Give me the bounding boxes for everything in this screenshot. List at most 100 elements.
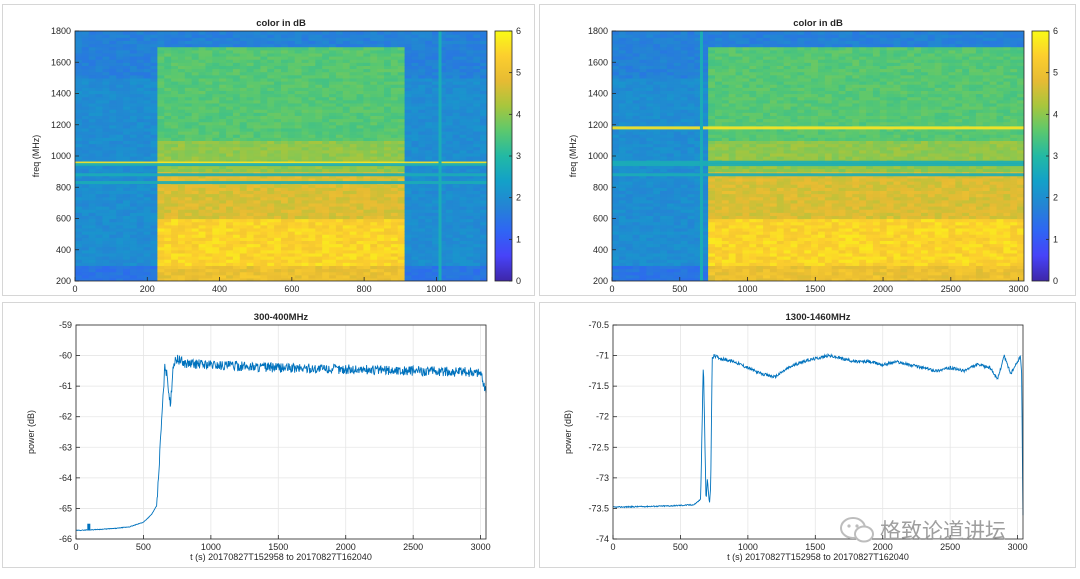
heatmap-cell [281,243,289,248]
heatmap-cell [164,196,172,201]
heatmap-cell [404,209,413,213]
heatmap-cell [253,224,261,229]
heatmap-cell [239,146,248,151]
heatmap-cell [150,159,158,163]
heatmap-cell [184,159,193,163]
heatmap-cell [253,109,261,113]
heatmap-cell [219,193,227,198]
heatmap-cell [356,212,364,216]
heatmap-cell [198,49,207,54]
heatmap-cell [184,252,193,257]
heatmap-cell [397,262,406,266]
heatmap-cell [191,224,200,229]
heatmap-cell [205,243,213,248]
heatmap-cell [342,127,351,132]
heatmap-cell [377,59,385,63]
heatmap-cell [363,34,371,38]
heatmap-cell [370,159,378,163]
heatmap-cell [191,90,200,95]
heatmap-cell [308,59,316,63]
heatmap-cell [123,202,131,207]
heatmap-cell [301,256,310,260]
heatmap-cell [411,221,419,226]
heatmap-cell [473,240,481,245]
heatmap-cell [370,131,378,135]
heatmap-cell [301,252,310,257]
heatmap-cell [274,131,282,135]
heatmap-cell [612,237,620,241]
heatmap-cell [612,134,620,138]
heatmap-cell [253,156,261,160]
heatmap-cell [232,143,241,148]
heatmap-cell [301,49,310,54]
heatmap-cell [219,259,227,263]
heatmap-cell [287,224,296,229]
heatmap-cell [184,77,193,82]
heatmap-cell [377,168,385,173]
heatmap-cell [363,31,371,35]
heatmap-cell [349,246,358,251]
heatmap-cell [342,68,351,73]
heatmap-cell [178,118,186,123]
heatmap-cell [191,159,200,163]
heatmap-cell [191,243,200,248]
heatmap-cell [246,196,255,201]
heatmap-cell [480,37,487,41]
heatmap-cell [425,77,433,82]
heatmap-cell [88,146,97,151]
heatmap-cell [404,252,413,257]
heatmap-cell [390,146,399,151]
heatmap-cell [246,84,255,88]
heatmap-cell [102,71,110,76]
heatmap-cell [425,62,433,66]
heatmap-cell [75,106,83,110]
heatmap-cell [219,209,227,213]
heatmap-cell [136,49,145,54]
heatmap-cell [102,234,110,238]
heatmap-cell [370,271,378,276]
heatmap-cell [411,209,419,213]
heatmap-cell [322,227,330,232]
heatmap-cell [356,77,364,82]
heatmap-cell [267,49,275,54]
heatmap-cell [150,62,158,66]
heatmap-cell [397,40,406,45]
heatmap-cell [184,71,193,76]
heatmap-cell [260,115,268,120]
heatmap-cell [116,102,124,107]
heatmap-cell [445,159,454,163]
heatmap-cell [178,81,186,85]
heatmap-cell [184,149,193,154]
heatmap-cell [452,268,461,273]
heatmap-cell [301,40,310,45]
heatmap-cell [212,206,220,210]
heatmap-cell [432,131,440,135]
heatmap-cell [612,121,620,126]
heatmap-cell [452,243,461,248]
heatmap-cell [81,102,90,107]
heatmap-cell [618,168,627,173]
heatmap-cell [136,206,145,210]
heatmap-cell [459,259,467,263]
heatmap-cell [267,74,275,79]
heatmap-cell [356,199,364,204]
heatmap-cell [329,84,337,88]
heatmap-cell [390,252,399,257]
heatmap-cell [287,140,296,145]
heatmap-cell [459,49,467,54]
heatmap-cell [480,268,487,273]
heatmap-cell [301,99,310,104]
heatmap-cell [164,243,172,248]
heatmap-cell [164,137,172,141]
heatmap-cell [157,59,165,63]
heatmap-cell [150,271,158,276]
heatmap-cell [184,202,193,207]
heatmap-cell [459,168,467,173]
heatmap-cell [473,102,481,107]
heatmap-cell [425,246,433,251]
heatmap-cell [136,46,145,51]
heatmap-cell [129,274,138,279]
heatmap-cell [418,121,426,126]
heatmap-cell [219,237,227,241]
heatmap-cell [459,159,467,163]
